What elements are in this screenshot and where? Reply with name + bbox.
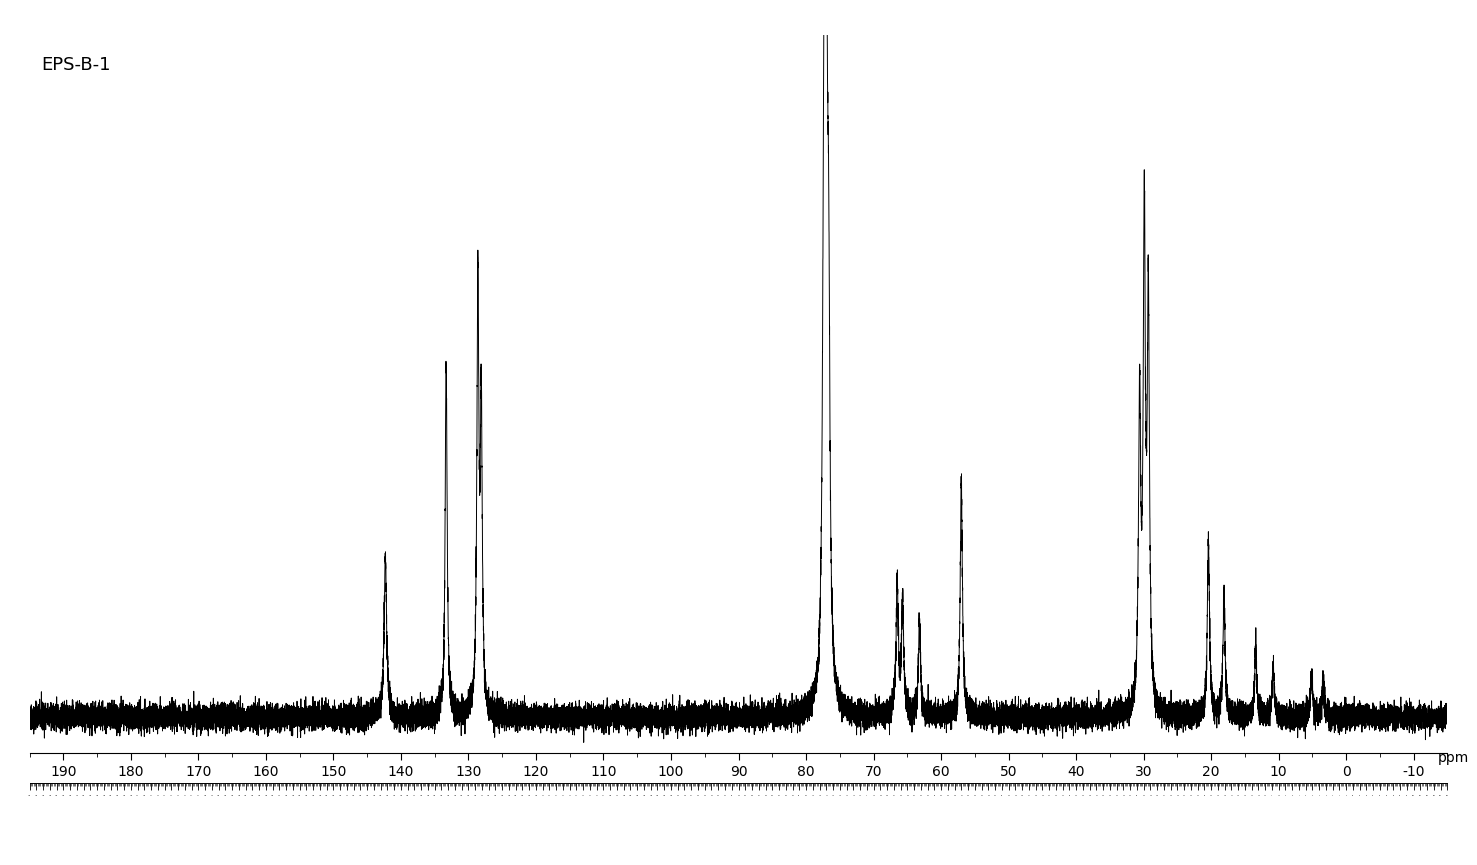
- Text: EPS-B-1: EPS-B-1: [41, 56, 111, 74]
- Text: ppm: ppm: [1437, 752, 1468, 766]
